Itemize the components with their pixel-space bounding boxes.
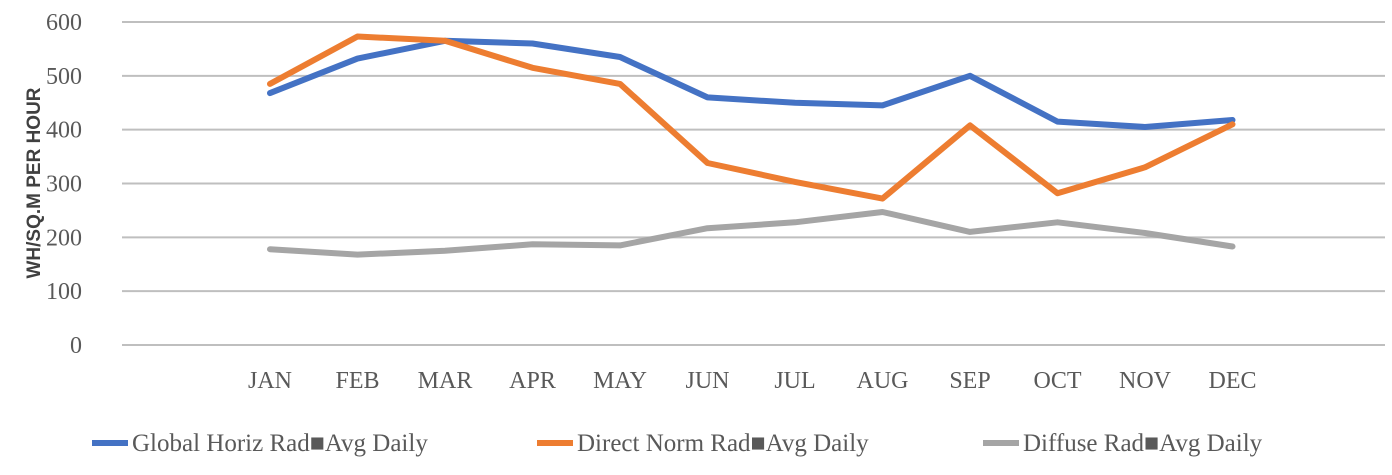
x-tick-label: JUL	[774, 368, 815, 394]
y-tick-label: 200	[46, 225, 82, 251]
data-point	[269, 92, 271, 94]
data-point	[532, 67, 533, 69]
series-line-1	[267, 37, 1236, 130]
y-tick-label: 300	[46, 172, 82, 198]
legend-item: Direct Norm Rad■Avg Daily	[537, 430, 869, 457]
y-axis-label: WH/SQ.M PER HOUR	[24, 87, 45, 278]
x-tick-label: AUG	[857, 368, 909, 394]
data-point	[619, 83, 621, 85]
data-point	[357, 254, 358, 256]
data-point	[707, 227, 708, 229]
series-line-3	[267, 209, 1236, 258]
data-point	[532, 43, 533, 45]
data-point	[707, 162, 708, 164]
data-point	[619, 244, 621, 246]
data-point	[794, 181, 796, 183]
data-point	[794, 102, 796, 104]
data-point	[1144, 126, 1146, 128]
y-tick-label: 400	[46, 118, 82, 144]
gridlines	[122, 21, 1385, 346]
y-tick-label: 100	[46, 279, 82, 305]
data-point	[707, 96, 708, 98]
data-point	[1144, 166, 1146, 168]
x-tick-label: APR	[509, 368, 556, 394]
data-point	[1144, 232, 1146, 234]
series-line-2	[267, 33, 1236, 202]
data-point	[357, 36, 358, 38]
series-lines	[267, 33, 1236, 258]
x-tick-label: FEB	[335, 368, 379, 394]
y-tick-label: 0	[70, 333, 82, 359]
x-tick-label: JAN	[248, 368, 292, 394]
data-point	[269, 83, 271, 85]
data-point	[444, 40, 446, 42]
data-point	[1232, 119, 1233, 121]
legend-label: Direct Norm Rad■Avg Daily	[577, 430, 869, 457]
data-point	[269, 248, 271, 250]
legend-label: Global Horiz Rad■Avg Daily	[132, 430, 428, 457]
data-point	[882, 211, 883, 213]
x-tick-label: DEC	[1209, 368, 1257, 394]
x-tick-label: NOV	[1119, 368, 1172, 394]
x-axis-ticks: JAN FEB MAR APR MAY JUN JUL AUG SEP OCT NOV DEC	[248, 368, 1257, 394]
x-tick-label: SEP	[949, 368, 990, 394]
data-point	[619, 56, 621, 58]
y-axis-ticks: 0 100 200 300 400 500 600	[46, 10, 82, 359]
legend-label: Diffuse Rad■Avg Daily	[1023, 430, 1263, 457]
legend: Global Horiz Rad■Avg Daily Direct Norm Ra…	[92, 430, 1263, 457]
x-tick-label: MAY	[593, 368, 647, 394]
y-tick-label: 600	[46, 10, 82, 36]
data-point	[444, 250, 446, 252]
data-point	[1057, 221, 1058, 223]
data-point	[882, 104, 883, 106]
x-tick-label: JUN	[685, 368, 729, 394]
legend-item: Diffuse Rad■Avg Daily	[983, 430, 1263, 457]
x-tick-label: MAR	[418, 368, 473, 394]
data-point	[969, 231, 971, 233]
data-point	[1057, 121, 1058, 123]
legend-item: Global Horiz Rad■Avg Daily	[92, 430, 428, 457]
data-point	[882, 198, 883, 200]
data-point	[357, 58, 358, 60]
data-point	[969, 75, 971, 77]
data-point	[1232, 123, 1233, 125]
data-point	[969, 124, 971, 126]
data-point	[532, 243, 533, 245]
x-tick-label: OCT	[1034, 368, 1082, 394]
data-point	[1232, 245, 1233, 247]
y-tick-label: 500	[46, 64, 82, 90]
data-point	[794, 221, 796, 223]
data-point	[1057, 192, 1058, 194]
